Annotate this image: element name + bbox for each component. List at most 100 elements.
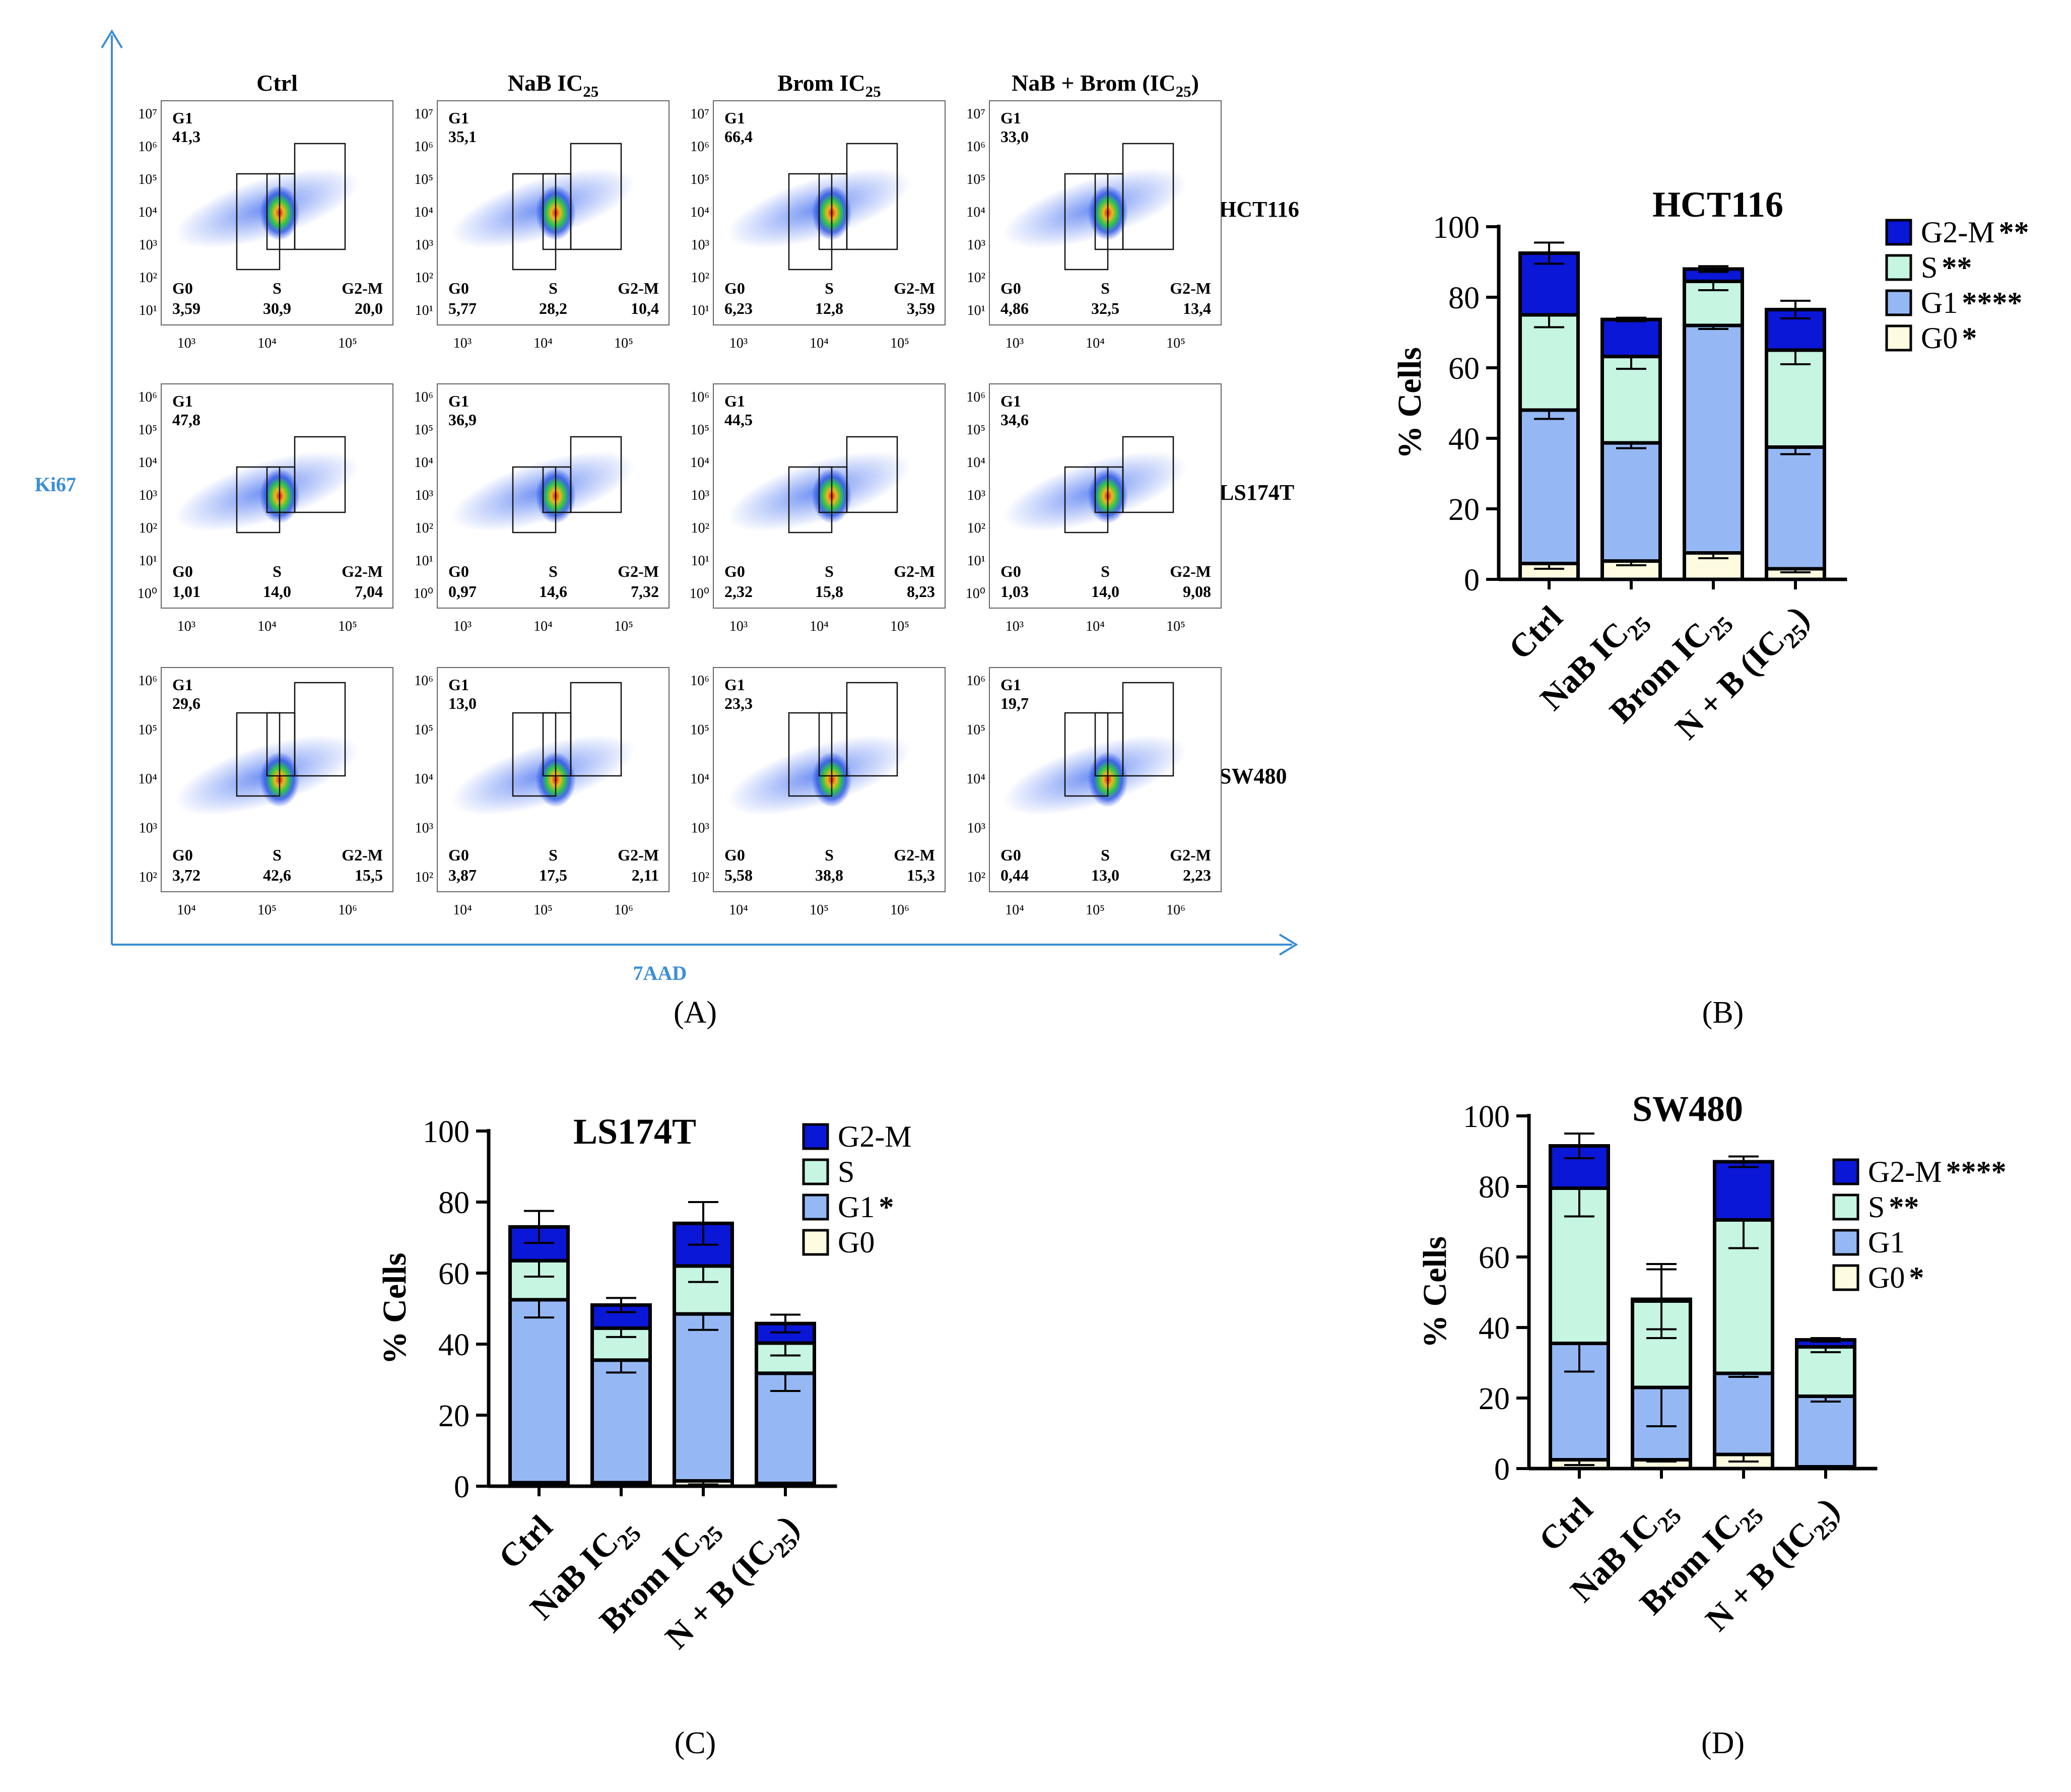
x-tick-label: 10³: [453, 336, 472, 351]
y-tick-label: 10⁵: [414, 422, 433, 438]
legend-swatch-s: [1832, 1193, 1859, 1221]
y-tick-label: 10⁴: [966, 205, 985, 220]
gate-name-s: S: [549, 279, 558, 297]
gate-g0-g1: [512, 466, 557, 534]
legend-label-g2m: G2-M ****: [1868, 1155, 2007, 1188]
gate-value-g2m: 3,59: [907, 299, 935, 317]
y-tick-label: 10³: [139, 821, 157, 836]
gate-value-g2m: 2,11: [632, 866, 659, 884]
y-tick-label: 10⁶: [966, 389, 985, 405]
gate-g2m: [294, 436, 346, 513]
legend-swatch-s: [1885, 254, 1912, 281]
gate-value-s: 30,9: [263, 299, 291, 317]
bar-s-2: [1713, 1218, 1774, 1375]
gate-name-s: S: [1101, 846, 1110, 864]
gate-name-g0: G0: [1000, 846, 1021, 864]
y-tick-label: 10⁵: [414, 722, 433, 738]
y-tick-label: 10⁴: [966, 455, 985, 471]
y-tick-label: 10²: [967, 270, 985, 286]
gate-value-g0: 0,44: [1000, 866, 1029, 884]
gate-value-g0: 3,72: [172, 866, 201, 884]
y-tick-label: 10⁴: [414, 771, 433, 787]
y-tick-label: 10⁴: [138, 771, 157, 787]
legend-swatch-s: [802, 1158, 829, 1185]
gate-g2m: [846, 436, 898, 513]
gate-name-s: S: [825, 846, 834, 864]
x-tick-label: 10⁴: [177, 902, 196, 918]
bar-s-3: [1795, 1345, 1856, 1398]
chart-title: HCT116: [1652, 184, 1783, 225]
y-tick-label: 10⁶: [690, 139, 709, 155]
gate-value-g2m: 9,08: [1183, 582, 1211, 601]
gate-value-g2m: 15,5: [355, 866, 383, 884]
y-tick-label: 100: [423, 1115, 470, 1149]
legend-label-g0: G0 *: [1868, 1261, 1924, 1294]
y-tick-label: 10⁰: [690, 586, 709, 602]
y-tick-label: 10¹: [415, 553, 433, 569]
y-tick-label: 10³: [415, 488, 433, 503]
y-tick-label: 0: [454, 1470, 470, 1504]
gate-g0-g1: [512, 712, 557, 797]
y-tick-label: 10²: [415, 520, 433, 536]
legend-series-name: G2-M: [1868, 1155, 1942, 1188]
gate-g2m: [570, 436, 622, 513]
gate-value-g1: 35,1: [448, 127, 477, 146]
y-tick-label: 10⁶: [966, 673, 985, 689]
column-header-3: NaB + Brom (IC25): [1012, 70, 1199, 100]
y-tick-label: 10⁵: [414, 172, 433, 187]
bar-g2m-1: [1600, 317, 1662, 359]
y-tick-label: 10⁵: [690, 722, 709, 738]
y-tick-label: 10³: [139, 488, 157, 503]
gate-value-s: 15,8: [815, 582, 843, 601]
gate-g0-g1: [1064, 173, 1109, 271]
y-tick-label: 10⁵: [966, 422, 985, 438]
gate-value-g1: 47,8: [172, 411, 201, 429]
bar-g2m-2: [1713, 1160, 1774, 1222]
gate-value-g0: 3,59: [172, 299, 201, 317]
y-tick-label: 10⁶: [138, 673, 157, 689]
x-tick-label: 10⁴: [453, 902, 472, 918]
y-tick-label: 10⁰: [138, 586, 157, 602]
gate-name-g1: G1: [1000, 676, 1021, 694]
gate-name-g2m: G2-M: [618, 846, 659, 864]
y-tick-label: 10⁷: [690, 106, 709, 122]
gate-name-s: S: [273, 846, 282, 864]
category-label-0: Ctrl: [1502, 599, 1570, 667]
gate-value-g0: 1,03: [1000, 582, 1029, 601]
panel-label-d: (D): [1701, 1726, 1745, 1760]
y-tick-label: 100: [1463, 1100, 1510, 1134]
bar-g1-3: [1795, 1395, 1856, 1469]
gate-name-s: S: [549, 562, 558, 580]
gate-value-g0: 5,77: [448, 299, 477, 317]
category-label-0: Ctrl: [1532, 1491, 1600, 1559]
gate-value-g1: 36,9: [448, 411, 477, 429]
gate-g0-g1: [788, 466, 833, 534]
y-tick-label: 60: [1448, 352, 1480, 386]
x-tick-label: 10³: [1006, 619, 1024, 634]
legend-significance-stars: **: [1889, 1190, 1919, 1224]
x-tick-label: 10⁴: [533, 336, 553, 351]
y-tick-label: 10¹: [967, 553, 985, 569]
gate-value-g2m: 2,23: [1183, 866, 1211, 884]
y-tick-label: 10²: [139, 520, 157, 536]
gate-name-g2m: G2-M: [894, 279, 935, 297]
y-tick-label: 10²: [691, 520, 709, 536]
gate-g2m: [1122, 143, 1174, 250]
gate-name-g1: G1: [1000, 392, 1021, 410]
panel-labels: (A) (B) (C) (D): [674, 995, 1745, 1760]
y-tick-label: 20: [438, 1399, 470, 1433]
legend-label-g1: G1 ****: [1921, 286, 2022, 319]
y-tick-label: 10²: [691, 870, 709, 885]
legend-label-g1: G1: [1868, 1226, 1905, 1259]
legend-swatch-g0: [802, 1229, 829, 1256]
bar-s-0: [1518, 313, 1580, 412]
gate-g2m: [570, 143, 622, 250]
legend-series-name: S: [1921, 251, 1938, 284]
gate-name-g2m: G2-M: [618, 562, 659, 580]
legend-label-g2m: G2-M **: [1921, 216, 2029, 249]
